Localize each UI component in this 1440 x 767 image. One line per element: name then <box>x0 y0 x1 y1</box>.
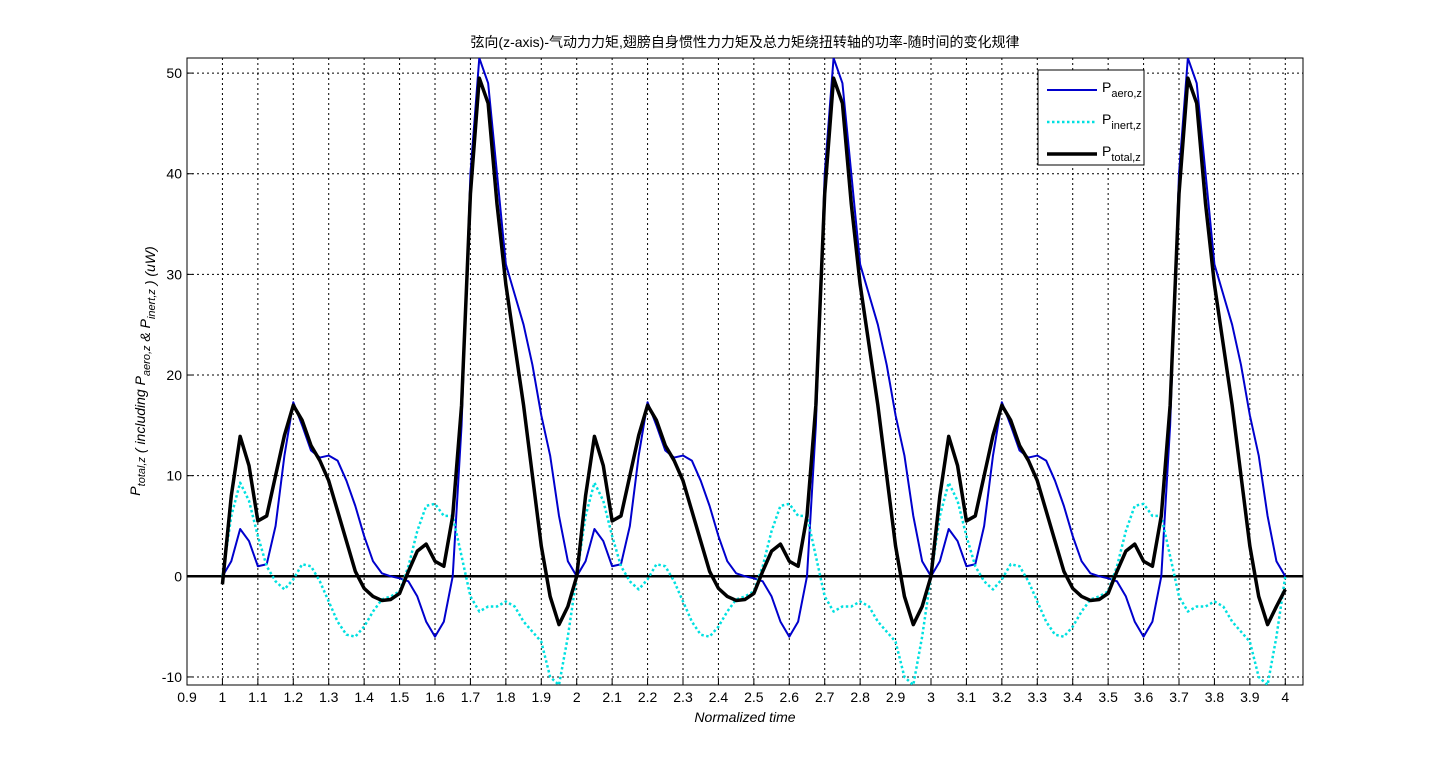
x-tick-label: 3.5 <box>1098 689 1118 705</box>
y-label-text: P <box>127 486 143 496</box>
series-line <box>220 76 1287 627</box>
x-tick-label: 3 <box>927 689 935 705</box>
y-tick-label: -10 <box>162 669 182 685</box>
y-tick-label: 10 <box>166 468 182 484</box>
y-tick-label: 20 <box>166 367 182 383</box>
legend-label: Pinert,z <box>1102 111 1141 132</box>
x-tick-label: 2.5 <box>744 689 764 705</box>
x-axis-label: Normalized time <box>694 709 795 725</box>
x-tick-label: 3.6 <box>1134 689 1154 705</box>
x-tick-label: 1.2 <box>284 689 304 705</box>
x-tick-label: 1.5 <box>390 689 410 705</box>
legend-name: P <box>1102 111 1111 127</box>
legend-sub: aero,z <box>1111 88 1142 100</box>
series-line <box>221 58 1287 638</box>
y-label-sub: total,z <box>136 457 148 487</box>
x-tick-label: 3.7 <box>1169 689 1189 705</box>
x-tick-label: 1.6 <box>425 689 445 705</box>
x-tick-label: 2.8 <box>850 689 870 705</box>
x-tick-label: 1.3 <box>319 689 339 705</box>
plot-frame <box>186 57 1304 686</box>
legend-name: P <box>1102 143 1111 159</box>
x-tick-label: 3.8 <box>1205 689 1225 705</box>
legend-name: P <box>1102 79 1111 95</box>
x-tick-label: 1.8 <box>496 689 516 705</box>
x-tick-label: 1.9 <box>532 689 552 705</box>
y-label-text: ( including P <box>132 375 148 457</box>
legend-label: Ptotal,z <box>1102 143 1141 164</box>
y-tick-label: 50 <box>166 65 182 81</box>
legend-sub: inert,z <box>1111 120 1141 132</box>
x-tick-label: 1.4 <box>354 689 374 705</box>
x-tick-label: 2.1 <box>602 689 622 705</box>
x-tick-label: 2.6 <box>780 689 800 705</box>
x-tick-label: 3.3 <box>1028 689 1048 705</box>
x-tick-label: 1 <box>219 689 227 705</box>
y-label-text: ) (uW) <box>142 246 158 289</box>
x-tick-label: 3.2 <box>992 689 1012 705</box>
chart-title: 弦向(z-axis)-气动力力矩,翅膀自身惯性力力矩及总力矩绕扭转轴的功率-随时… <box>470 34 1019 50</box>
y-tick-label: 40 <box>166 166 182 182</box>
y-tick-label: 30 <box>166 266 182 282</box>
x-tick-label: 3.1 <box>957 689 977 705</box>
y-label-sub: aero,z <box>141 345 153 376</box>
legend-label: Paero,z <box>1102 79 1142 100</box>
x-tick-label: 0.9 <box>177 689 197 705</box>
y-label-text: & P <box>137 318 153 345</box>
x-tick-label: 2 <box>573 689 581 705</box>
x-tick-label: 3.4 <box>1063 689 1083 705</box>
x-tick-label: 1.1 <box>248 689 268 705</box>
y-tick-label: 0 <box>174 568 182 584</box>
x-tick-label: 2.2 <box>638 689 658 705</box>
x-tick-label: 3.9 <box>1240 689 1260 705</box>
x-tick-label: 4 <box>1281 689 1289 705</box>
y-label-sub: inert,z <box>146 289 158 319</box>
x-tick-label: 1.7 <box>461 689 481 705</box>
x-tick-label: 2.7 <box>815 689 835 705</box>
x-tick-label: 2.4 <box>709 689 729 705</box>
x-tick-label: 2.3 <box>673 689 693 705</box>
legend-sub: total,z <box>1111 152 1140 164</box>
x-tick-label: 2.9 <box>886 689 906 705</box>
y-axis-label: Ptotal,z ( including Paero,z & Pinert,z … <box>127 246 158 495</box>
legend-box <box>1037 69 1145 166</box>
